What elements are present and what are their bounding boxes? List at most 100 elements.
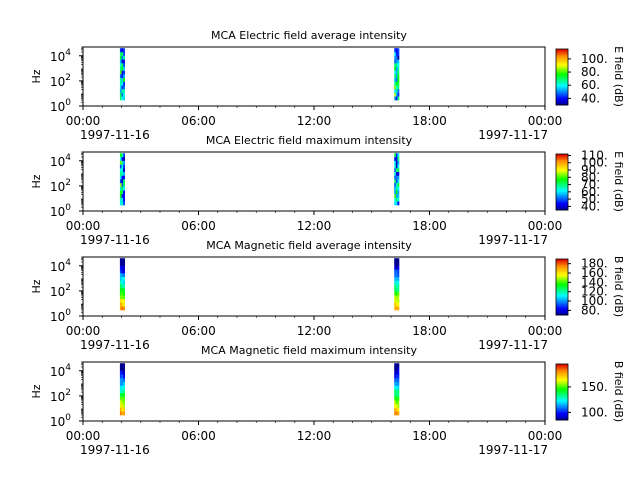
colorbar-segment [556,410,568,412]
spectrogram-cell [123,385,125,390]
spectrogram-cell [119,269,122,274]
spectrogram-cell [121,363,124,368]
spectrogram-cell [121,269,124,274]
colorbar-segment [556,380,568,383]
spectrogram-cell [394,378,397,383]
spectrogram-cell [119,298,122,303]
x-tick-label: 00:00 [528,429,563,443]
colorbar-tick-label: 50. [581,192,600,206]
spectrogram-cell [397,55,400,60]
y-tick-label: 100 [50,98,71,114]
spectrogram-cell [395,55,398,60]
spectrogram-cell [119,291,122,296]
spectrogram-cell [397,201,400,206]
colorbar-segment [556,397,568,400]
spectrogram-cell [397,193,400,198]
colorbar-segment [556,163,568,166]
spectrogram-cell [123,306,125,311]
colorbar-segment [556,51,568,54]
spectrogram-cell [121,366,124,371]
colorbar-segment [556,65,568,68]
spectrogram-cell [119,276,122,281]
colorbar-segment [556,403,568,405]
spectrogram-cell [394,273,397,278]
colorbar-segment [556,278,568,281]
spectrogram-cell [123,55,125,60]
spectrogram-cell [397,295,400,300]
colorbar-segment [556,54,568,57]
colorbar-segment [556,179,568,181]
colorbar-segment [556,49,568,51]
colorbar-segment [556,182,568,184]
x-tick-label: 18:00 [412,114,447,128]
spectrogram-cell [395,363,398,368]
colorbar-segment [556,172,568,174]
y-tick-label: 104 [50,363,71,379]
spectrogram-cell [121,306,124,311]
spectrogram-cell [397,168,400,173]
colorbar-segment [556,394,568,397]
colorbar-segment [556,168,568,170]
x-tick-label: 18:00 [412,324,447,338]
spectrogram-cell [397,366,400,371]
spectrogram-cell [121,48,124,53]
colorbar-segment [556,313,568,316]
spectrogram-cell [397,273,400,278]
axes-frame [82,46,546,107]
spectrogram-cell [123,269,125,274]
spectrogram-cell [121,261,124,266]
spectrogram-cell [397,298,400,303]
colorbar-segment [556,158,568,160]
colorbar-segment [556,75,568,78]
spectrogram-cell [394,298,397,303]
y-tick-label: 100 [50,308,71,324]
spectrogram-cell [395,265,398,270]
colorbar-tick-label: 160. [581,266,608,280]
colorbar-segment [556,366,568,369]
colorbar-tick-label: 100. [581,52,608,66]
spectrogram-cell [119,77,122,82]
axes-frame [82,361,546,422]
spectrogram-data [119,258,400,311]
spectrogram-cell [395,392,398,397]
spectrogram-cell [397,261,400,266]
spectrogram-cell [397,378,400,383]
spectrogram-cell [119,70,122,75]
spectrogram-cell [121,258,124,263]
spectrogram-cell [394,66,397,71]
spectrogram-cell [123,59,125,64]
spectrogram-cell [121,171,124,176]
colorbar-segment [556,204,568,207]
spectrogram-cell [123,265,125,270]
colorbar-segment [556,56,568,58]
x-tick-label: 06:00 [181,429,216,443]
panel-1: MCA Electric field average intensity 100 1… [30,29,625,142]
colorbar-segment [556,96,568,99]
colorbar-segment [556,271,568,274]
spectrogram-cell [395,407,398,412]
colorbar-segment [556,368,568,370]
spectrogram-cell [123,66,125,71]
spectrogram-cell [395,411,398,416]
spectrogram-cell [397,51,400,56]
spectrogram-cell [121,295,124,300]
spectrogram-cell [123,164,125,169]
spectrogram-cell [394,77,397,82]
colorbar-segment [556,67,568,69]
colorbar-segment [556,273,568,275]
spectrogram-cell [123,291,125,296]
spectrogram-cell [123,74,125,79]
spectrogram-cell [121,381,124,386]
spectrogram-cell [123,403,125,408]
colorbar-segment [556,294,568,296]
panel-title: MCA Electric field average intensity [211,29,407,42]
colorbar-segment [556,277,568,279]
colorbar-segment [556,60,568,62]
spectrogram-cell [397,182,400,187]
spectrogram-cell [123,258,125,263]
spectrogram-cell [395,92,398,97]
spectrogram-cell [121,284,124,289]
spectrogram-cell [395,153,398,158]
spectrogram-cell [121,370,124,375]
colorbar-segment [556,376,568,379]
